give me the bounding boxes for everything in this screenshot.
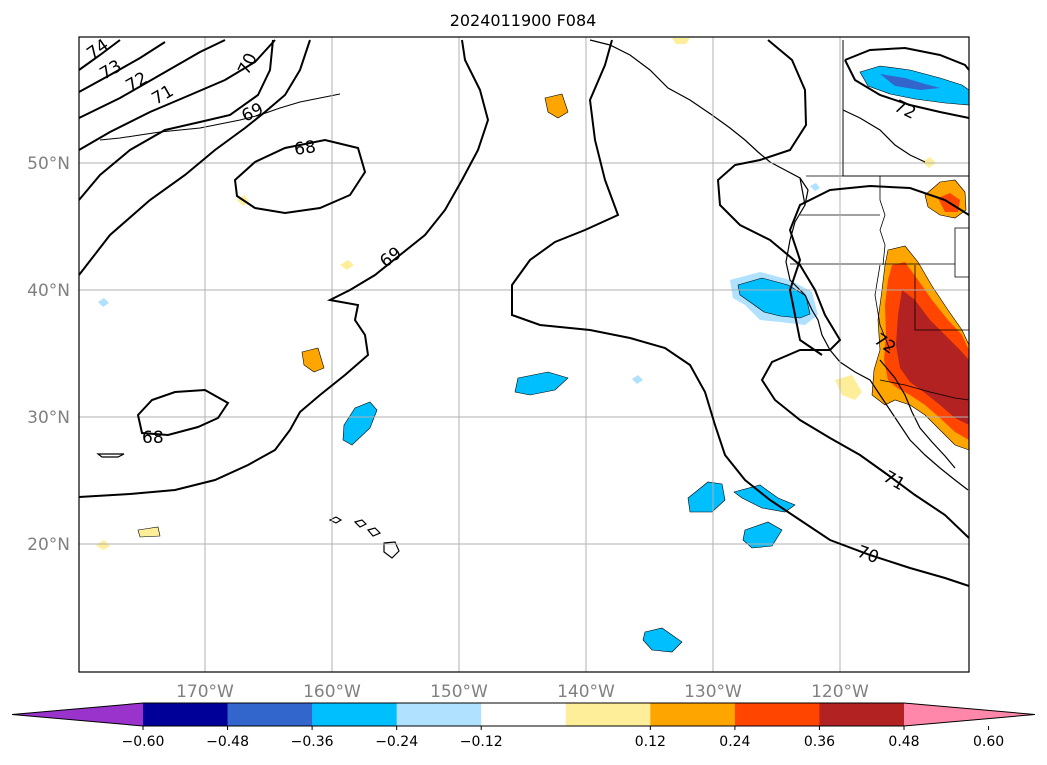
contour-68-north xyxy=(233,138,367,215)
coastline-inset-north xyxy=(842,109,926,163)
contour-label-68-south: 68 xyxy=(142,428,164,448)
map-title: 2024011900 F084 xyxy=(450,11,597,30)
contour-71-east xyxy=(716,39,970,539)
colorbar-tick-label: −0.60 xyxy=(122,734,165,750)
lon-label-140: 140°W xyxy=(557,682,615,702)
colorbar-bin xyxy=(650,703,736,726)
positive-spot-e xyxy=(96,540,110,550)
map-background xyxy=(79,37,969,672)
lon-label-170: 170°W xyxy=(176,682,234,702)
colorbar-tick-label: 0.36 xyxy=(804,734,835,750)
lon-label-120: 120°W xyxy=(811,682,869,702)
anomaly-fills xyxy=(96,38,970,653)
lat-label-20: 20°N xyxy=(27,535,70,555)
colorbar-bin xyxy=(565,703,651,726)
positive-spot-c xyxy=(835,375,862,400)
colorbar: −0.60 −0.48 −0.36 −0.24 −0.12 0.12 0.24 0.36 0.4… xyxy=(11,702,1036,750)
contour-71 xyxy=(78,39,276,151)
island-hawaii-c xyxy=(366,527,382,537)
lon-label-160: 160°W xyxy=(303,682,361,702)
colorbar-tick-label: −0.48 xyxy=(206,734,249,750)
map-frame xyxy=(78,36,970,673)
colorbar-bin xyxy=(734,703,820,726)
negative-anomaly-mid-pacific xyxy=(514,371,569,396)
lon-label-130: 130°W xyxy=(684,682,742,702)
contour-70-east xyxy=(511,39,970,587)
positive-spot-b xyxy=(301,347,325,373)
island-hawaii-b xyxy=(353,519,368,528)
island-west-small xyxy=(96,453,125,458)
negative-anomaly-south-d xyxy=(642,627,683,653)
negative-anomaly-north-inset-core xyxy=(880,74,940,90)
negative-spot-a xyxy=(98,298,109,307)
contour-70 xyxy=(78,39,274,201)
colorbar-tick-label: 0.12 xyxy=(635,734,666,750)
coastline-baja xyxy=(879,359,956,469)
contour-74 xyxy=(78,39,121,71)
lat-label-30: 30°N xyxy=(27,408,70,428)
colorbar-tick-label: 0.24 xyxy=(719,734,750,750)
inset-frame xyxy=(842,40,969,177)
positive-spot-a xyxy=(544,93,569,119)
map-panel: 74 73 72 71 70 69 68 69 68 72 72 71 70 xyxy=(78,35,970,673)
islands-aleutian xyxy=(99,93,341,141)
island-hawaii-a xyxy=(328,516,343,524)
coastline-north-america xyxy=(785,177,969,491)
contour-73 xyxy=(78,41,166,93)
border-state-e xyxy=(914,265,969,331)
positive-spot-d xyxy=(137,526,161,538)
colorbar-bin xyxy=(481,703,567,726)
negative-spot-c xyxy=(810,183,820,191)
colorbar-tick-label: −0.12 xyxy=(460,734,503,750)
colorbar-bin xyxy=(143,703,229,726)
lat-label-40: 40°N xyxy=(27,281,70,301)
contour-72-east xyxy=(788,184,970,356)
colorbar-tick-label: 0.60 xyxy=(973,734,1004,750)
colorbar-extend-under xyxy=(12,703,143,726)
positive-anomaly-southwest-core xyxy=(896,290,969,425)
contour-label-68: 68 xyxy=(293,137,317,160)
border-state-a xyxy=(879,176,886,266)
contour-69-main xyxy=(78,39,490,498)
colorbar-tick-label: −0.36 xyxy=(291,734,334,750)
lon-label-150: 150°W xyxy=(430,682,488,702)
contour-lines xyxy=(78,39,970,587)
positive-spot-f xyxy=(340,260,354,270)
island-hawaii-d xyxy=(383,541,400,559)
graticule xyxy=(79,37,969,672)
colorbar-bin xyxy=(396,703,482,726)
positive-spot-i xyxy=(672,38,690,44)
border-state-d xyxy=(874,264,891,351)
negative-anomaly-south-a xyxy=(687,481,726,513)
latitude-labels: 50°N 40°N 30°N 20°N xyxy=(27,154,70,555)
colorbar-bin xyxy=(819,703,905,726)
contour-68-south xyxy=(136,388,230,437)
colorbar-tick-label: 0.48 xyxy=(888,734,919,750)
contour-72-inset xyxy=(844,46,970,119)
colorbar-extend-over xyxy=(904,703,1035,726)
negative-anomaly-california-coast-core xyxy=(737,277,811,319)
colorbar-tick-label: −0.24 xyxy=(375,734,418,750)
lat-label-50: 50°N xyxy=(27,154,70,174)
coastline-alaska xyxy=(589,39,809,206)
negative-anomaly-hawaii-north xyxy=(342,401,378,446)
negative-anomaly-south-b xyxy=(733,484,796,513)
border-mexico xyxy=(879,379,970,401)
negative-spot-b xyxy=(632,375,643,384)
negative-anomaly-south-c xyxy=(742,521,783,549)
colorbar-bin xyxy=(312,703,398,726)
contour-72 xyxy=(78,39,226,119)
contour-69-north xyxy=(78,39,311,276)
longitude-labels: 170°W 160°W 150°W 140°W 130°W 120°W xyxy=(176,682,869,702)
colorbar-bin xyxy=(227,703,313,726)
